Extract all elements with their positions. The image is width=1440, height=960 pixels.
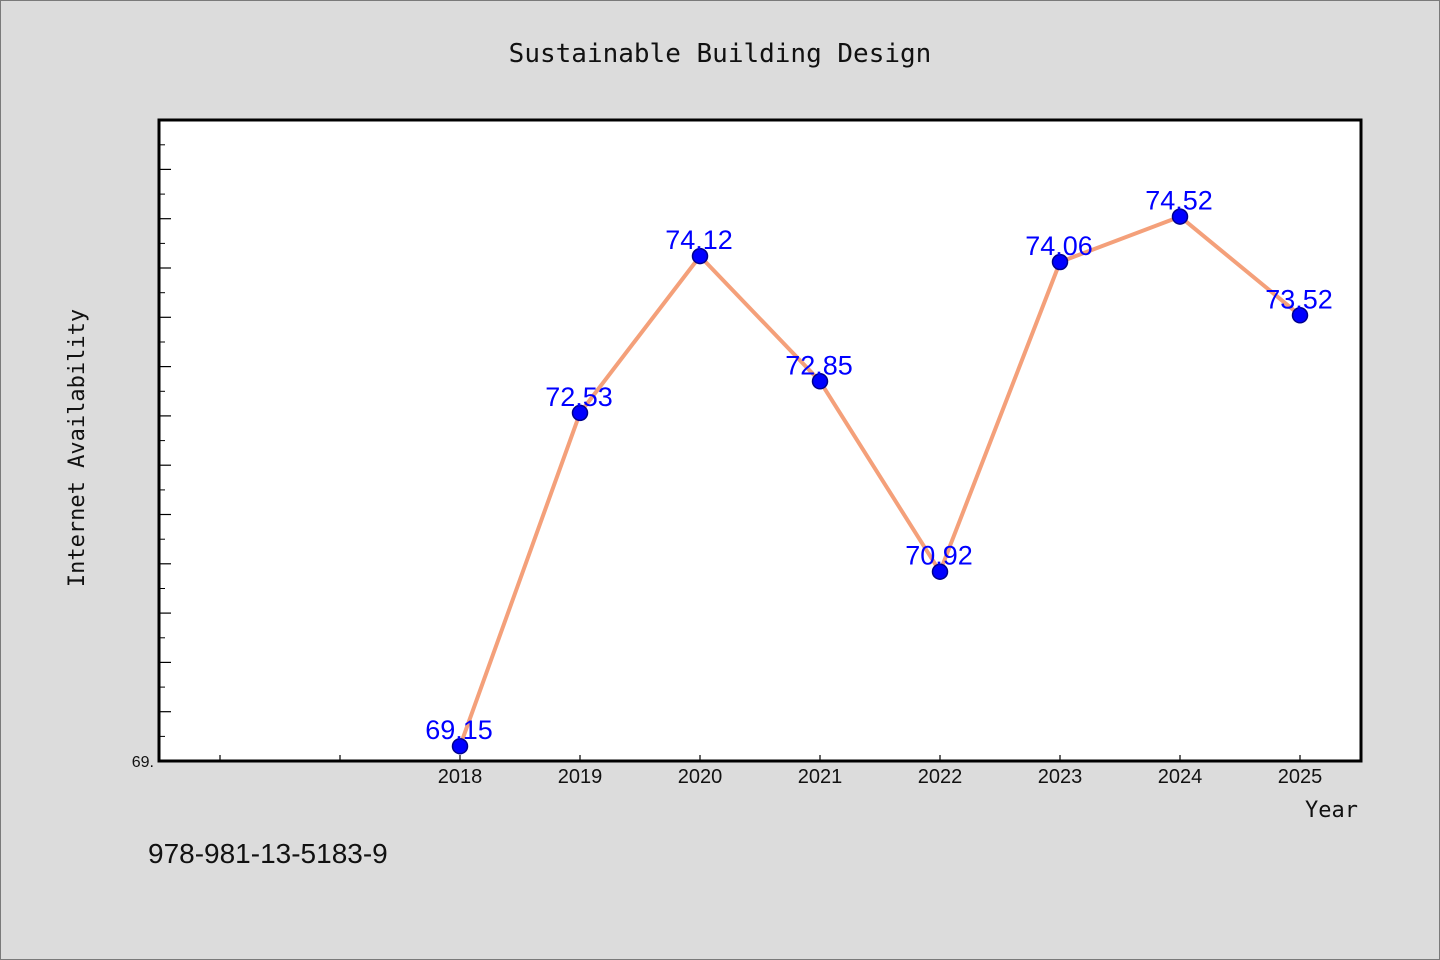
data-label: 70.92 [905,541,973,571]
x-tick-label: 2018 [438,766,483,788]
x-tick-label: 2024 [1158,766,1203,788]
data-label: 73.52 [1265,284,1333,314]
data-point [1291,307,1309,324]
data-point [811,373,829,390]
y-axis-ticks [159,119,171,737]
data-point [451,737,469,755]
data-labels: 69.15 72.53 74.12 72.85 70.92 74.06 74.52 73.52 [425,186,1333,746]
data-label: 72.53 [545,382,613,412]
data-label: 74.06 [1025,231,1093,261]
plot-area [157,118,1363,763]
x-tick-label: 2022 [918,766,963,788]
data-point [1171,208,1189,225]
x-tick-label: 2020 [678,766,723,788]
data-point [931,563,949,580]
series-line [458,214,1302,747]
data-point [691,247,709,265]
data-markers [451,208,1309,755]
data-label: 72.85 [785,350,853,380]
y-tick-label: 69. [132,754,154,771]
footnote: 978-981-13-5183-9 [148,838,388,869]
x-tick-label: 2021 [798,766,843,788]
x-axis-label: Year [1305,798,1358,823]
data-label: 74.52 [1145,186,1213,216]
x-tick-label: 2025 [1278,766,1323,788]
x-tick-label: 2023 [1038,766,1083,788]
x-tick-label: 2019 [558,766,603,788]
y-axis-label: Internet Availability [65,309,90,587]
x-axis-ticks [219,755,1301,761]
data-label: 69.15 [425,715,493,745]
data-point [1051,253,1069,271]
x-axis-tick-labels: 2018 2019 2020 2021 2022 2023 2024 2025 [438,766,1323,788]
chart-title: Sustainable Building Design [509,39,932,69]
data-point [571,404,589,422]
data-label: 74.12 [665,225,733,255]
